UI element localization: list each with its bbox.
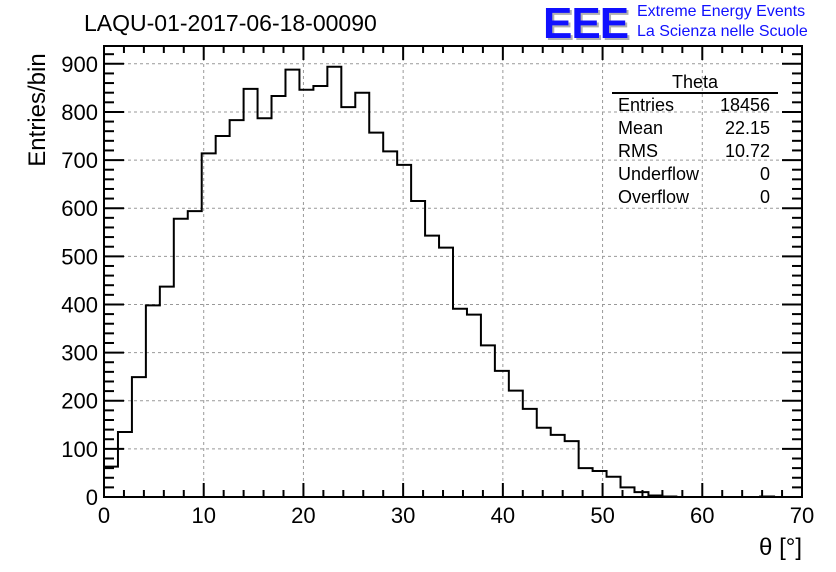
stats-label: Entries: [618, 95, 675, 115]
stats-row-rms: RMS 10.72: [612, 140, 778, 163]
y-tick-label: 300: [61, 341, 98, 366]
y-tick-label: 800: [61, 100, 98, 125]
stats-label: Mean: [618, 118, 664, 138]
axis-ticks: [103, 46, 803, 498]
y-tick-label: 500: [61, 244, 98, 269]
y-tick-label: 200: [61, 389, 98, 414]
logo-line-1: Extreme Energy Events: [637, 3, 806, 20]
stats-value: 22.15: [724, 118, 770, 138]
x-tick-label: 20: [291, 503, 315, 528]
logo-line-2: La Scienza nelle Scuole: [637, 23, 808, 40]
stats-label: Overflow: [618, 187, 690, 207]
x-axis-label: θ [°]: [759, 534, 802, 561]
plot-frame: [103, 45, 803, 498]
y-tick-label: 900: [61, 52, 98, 77]
stats-label: RMS: [618, 141, 658, 161]
x-tick-label: 60: [690, 503, 714, 528]
logo-text: Extreme Energy Events La Scienza nelle S…: [637, 2, 808, 42]
y-tick-label: 100: [61, 437, 98, 462]
x-tick-label: 0: [98, 503, 110, 528]
x-tick-label: 50: [590, 503, 614, 528]
stats-value: 0: [759, 164, 770, 184]
stats-label: Underflow: [618, 164, 700, 184]
y-tick-label: 0: [86, 485, 98, 510]
stats-value: 0: [759, 187, 770, 207]
x-tick-label: 70: [790, 503, 814, 528]
stats-row-underflow: Underflow 0: [612, 163, 778, 186]
stats-row-entries: Entries 18456: [612, 94, 778, 117]
stats-row-mean: Mean 22.15: [612, 117, 778, 140]
x-tick-label: 10: [191, 503, 215, 528]
histogram-line: [103, 65, 802, 498]
tick-labels: 0 10 20 30 40 50 60 700100200300400500600700800…: [61, 52, 814, 528]
y-tick-label: 400: [61, 292, 98, 317]
x-tick-label: 40: [491, 503, 515, 528]
x-tick-label: 30: [391, 503, 415, 528]
stats-row-overflow: Overflow 0: [612, 186, 778, 209]
chart-title: LAQU-01-2017-06-18-00090: [84, 10, 377, 36]
stats-title: Theta: [612, 72, 778, 94]
eee-logo: EEE: [543, 0, 629, 48]
stats-value: 18456: [719, 95, 770, 115]
stats-value: 10.72: [724, 141, 770, 161]
y-tick-label: 600: [61, 196, 98, 221]
y-tick-label: 700: [61, 148, 98, 173]
y-axis-label: Entries/bin: [24, 53, 51, 167]
stats-box: Theta Entries 18456 Mean 22.15 RMS 10.72 Un…: [612, 72, 778, 209]
